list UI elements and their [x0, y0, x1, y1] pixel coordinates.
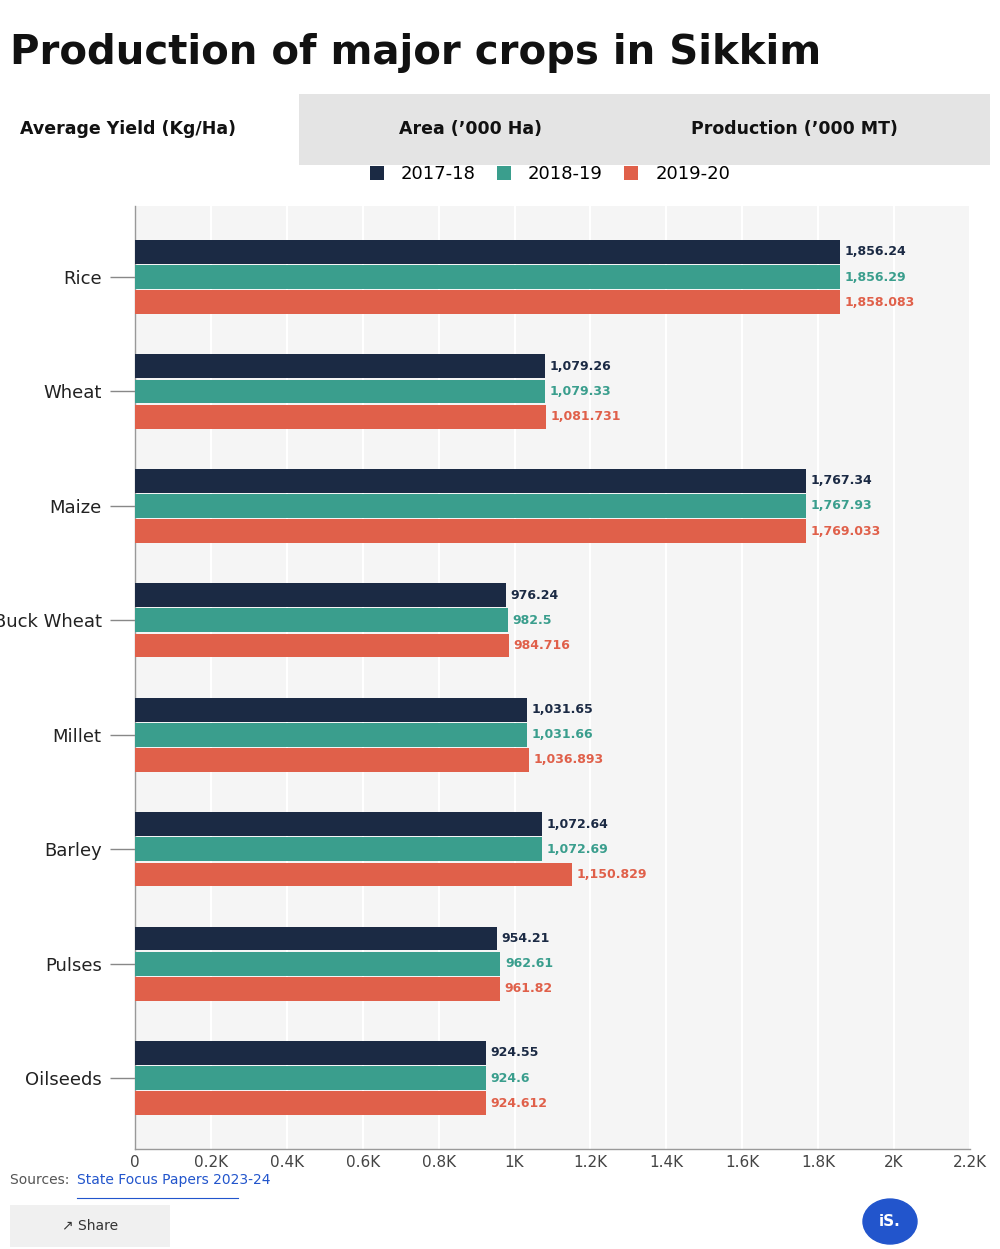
Text: 961.82: 961.82 — [505, 983, 553, 995]
Circle shape — [863, 1199, 917, 1244]
Text: State Focus Papers 2023-24: State Focus Papers 2023-24 — [77, 1173, 270, 1187]
Text: 982.5: 982.5 — [512, 613, 552, 627]
Text: 1,856.29: 1,856.29 — [844, 271, 906, 284]
Bar — [135, 837, 542, 861]
Bar — [135, 698, 527, 722]
Bar — [135, 520, 806, 543]
Text: 1,072.69: 1,072.69 — [547, 843, 608, 856]
Text: Production of major crops in Sikkim: Production of major crops in Sikkim — [10, 34, 821, 74]
Text: Average Yield (Kg/Ha): Average Yield (Kg/Ha) — [20, 120, 236, 139]
FancyBboxPatch shape — [0, 1202, 183, 1249]
Bar — [135, 265, 840, 289]
Bar — [135, 495, 806, 518]
Bar — [135, 1067, 486, 1090]
Text: 1,036.893: 1,036.893 — [533, 753, 603, 767]
Text: 1,858.083: 1,858.083 — [845, 296, 915, 309]
Bar — [299, 94, 990, 165]
Legend: 2017-18, 2018-19, 2019-20: 2017-18, 2018-19, 2019-20 — [363, 157, 737, 190]
Bar — [135, 608, 508, 632]
Text: 962.61: 962.61 — [505, 957, 553, 970]
Bar — [135, 723, 527, 747]
Bar — [135, 863, 572, 887]
Text: 1,079.33: 1,079.33 — [549, 385, 611, 398]
Text: iS.: iS. — [879, 1214, 901, 1229]
Bar — [135, 633, 509, 657]
Text: 1,072.64: 1,072.64 — [547, 818, 609, 831]
Text: 1,856.24: 1,856.24 — [844, 245, 906, 259]
Text: Sources:: Sources: — [10, 1173, 74, 1187]
Text: 976.24: 976.24 — [510, 588, 558, 602]
Text: 984.716: 984.716 — [513, 639, 570, 652]
Text: 1,767.34: 1,767.34 — [810, 475, 872, 487]
Text: Area (’000 Ha): Area (’000 Ha) — [399, 120, 542, 139]
Text: 954.21: 954.21 — [502, 932, 550, 945]
Bar — [135, 380, 545, 403]
Bar — [135, 1092, 486, 1115]
Bar — [135, 748, 529, 772]
Bar — [135, 977, 500, 1000]
Bar — [135, 405, 546, 428]
Text: Production (’000 MT): Production (’000 MT) — [691, 120, 897, 139]
Bar — [135, 1042, 486, 1065]
Bar — [135, 290, 840, 313]
Bar — [135, 812, 542, 836]
Bar — [135, 240, 840, 264]
Bar — [135, 355, 545, 378]
Text: 924.55: 924.55 — [490, 1047, 539, 1059]
Text: 1,767.93: 1,767.93 — [811, 500, 872, 512]
Text: 1,769.033: 1,769.033 — [811, 525, 881, 537]
Bar — [135, 583, 506, 607]
Text: 924.612: 924.612 — [490, 1097, 547, 1110]
Text: 1,081.731: 1,081.731 — [550, 410, 621, 423]
Text: 1,079.26: 1,079.26 — [549, 360, 611, 372]
Bar — [10, 94, 299, 165]
Bar — [135, 927, 497, 950]
Text: ↗ Share: ↗ Share — [62, 1219, 118, 1233]
Text: 1,150.829: 1,150.829 — [576, 868, 647, 881]
Text: 1,031.66: 1,031.66 — [531, 728, 593, 742]
Bar — [135, 952, 500, 975]
Bar — [135, 468, 806, 492]
Text: 924.6: 924.6 — [490, 1072, 530, 1084]
Text: 1,031.65: 1,031.65 — [531, 703, 593, 716]
